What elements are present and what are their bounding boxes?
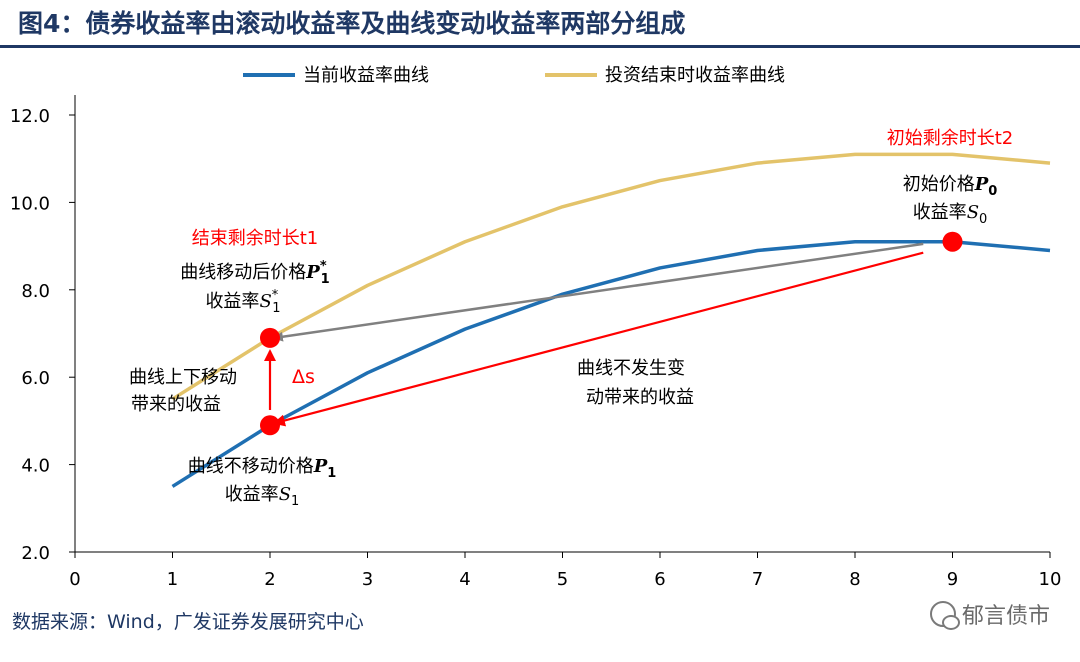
arrow-layer	[264, 242, 924, 427]
s1star-superscript: *	[272, 288, 279, 303]
legend-label-1: 当前收益率曲线	[303, 65, 429, 86]
t2-label: 初始剩余时长t2	[887, 128, 1014, 149]
p0-label-text: 初始价格	[903, 174, 975, 195]
series-line-2	[171, 152, 1051, 401]
y-tick-label: 8.0	[21, 281, 50, 302]
wechat-icon	[929, 601, 960, 630]
x-tick-label: 8	[849, 569, 860, 590]
x-tick-label: 5	[557, 569, 568, 590]
marker-point-3	[260, 415, 280, 436]
x-tick-label: 2	[264, 569, 275, 590]
t1-label: 结束剩余时长t1	[192, 228, 319, 249]
p1-label: 曲线不移动价格P1	[188, 456, 337, 481]
x-tick-label: 0	[69, 569, 80, 590]
p0-symbol: P	[974, 174, 989, 195]
watermark-text: 郁言债市	[961, 604, 1050, 629]
s0-subscript: 0	[979, 212, 987, 227]
nochange-label-line1: 曲线不发生变	[577, 358, 685, 379]
marker-point-1	[942, 231, 963, 252]
series-line-1	[171, 239, 1051, 488]
p1star-subscript: 1	[321, 272, 330, 287]
y-tick-label: 6.0	[21, 368, 50, 389]
y-tick-label: 2.0	[21, 543, 50, 564]
title-rule	[0, 45, 1080, 48]
shift-label-line2: 带来的收益	[131, 394, 221, 415]
s1-subscript: 1	[291, 494, 299, 509]
y-tick-label: 4.0	[21, 456, 50, 477]
p0-subscript: 0	[988, 184, 997, 199]
x-tick-label: 9	[947, 569, 958, 590]
p1star-symbol: P	[305, 262, 320, 283]
shift-label-line1: 曲线上下移动	[129, 367, 237, 388]
watermark: 郁言债市	[929, 598, 1050, 630]
p1star-label-text: 曲线移动后价格	[180, 262, 306, 283]
nochange-label-line2: 动带来的收益	[586, 387, 694, 408]
p1-label-text: 曲线不移动价格	[188, 456, 314, 477]
s0-label: 收益率S0	[913, 202, 988, 227]
x-tick-label: 1	[167, 569, 178, 590]
s1star-subscript: 1	[272, 301, 280, 316]
s1-label: 收益率S1	[225, 484, 300, 509]
axes-group: 2.04.06.08.010.012.00 1 2 3 4 5 6 7 8 9 10	[10, 95, 1062, 590]
s1star-label-text: 收益率	[205, 291, 259, 312]
x-tick-label: 10	[1039, 569, 1062, 590]
marker-point-2	[260, 327, 280, 348]
p1-symbol: P	[313, 456, 328, 477]
x-tick-label: 7	[752, 569, 763, 590]
delta-s-label: Δs	[292, 366, 315, 388]
s1star-symbol: S	[259, 291, 271, 312]
arrow-2	[272, 251, 924, 427]
x-tick-label: 3	[362, 569, 373, 590]
p1star-superscript: *	[320, 259, 327, 274]
s0-symbol: S	[967, 202, 979, 223]
x-tick-label: 6	[654, 569, 665, 590]
legend: 当前收益率曲线 投资结束时收益率曲线	[243, 65, 785, 86]
figure-title: 图4：债券收益率由滚动收益率及曲线变动收益率两部分组成	[18, 9, 686, 38]
s0-label-text: 收益率	[913, 202, 967, 223]
y-tick-label: 10.0	[10, 193, 50, 214]
arrow-1	[272, 242, 924, 342]
y-tick-label: 12.0	[10, 106, 50, 127]
p1-subscript: 1	[327, 466, 336, 481]
legend-label-2: 投资结束时收益率曲线	[605, 65, 785, 86]
s1star-label: 收益率S* 1	[205, 288, 280, 316]
point-layer	[260, 231, 963, 436]
source-note: 数据来源：Wind，广发证券发展研究中心	[12, 611, 364, 633]
p0-label: 初始价格P0	[903, 174, 998, 199]
s1-label-text: 收益率	[225, 484, 279, 505]
p1star-label: 曲线移动后价格P* 1	[180, 259, 329, 287]
s1-symbol: S	[279, 484, 291, 505]
yield-curve-chart: 2.04.06.08.010.012.00 1 2 3 4 5 6 7 8 9 10 当前收益率曲线…	[10, 65, 1062, 590]
x-tick-label: 4	[459, 569, 470, 590]
series-layer	[171, 152, 1051, 488]
